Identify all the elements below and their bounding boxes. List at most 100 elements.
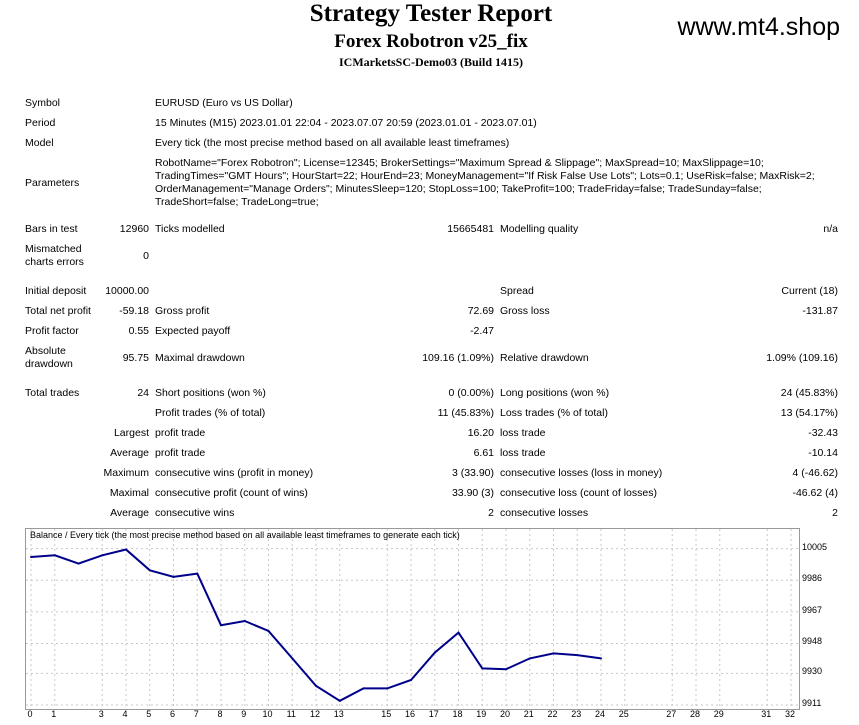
parameters-value: RobotName="Forex Robotron"; License=1234…	[155, 157, 815, 208]
balance-point	[433, 651, 436, 654]
balance-point	[101, 554, 104, 557]
gross-profit-value: 72.69	[467, 305, 494, 317]
average-consecutive-losses-label: consecutive losses	[500, 507, 589, 519]
balance-point	[77, 562, 80, 565]
mismatch-label-2: charts errors	[25, 256, 84, 268]
maximal-consecutive-profit-label: consecutive profit (count of wins)	[155, 487, 308, 499]
quality-label: Modelling quality	[500, 223, 579, 235]
balance-point	[243, 620, 246, 622]
absolute-drawdown-label-2: drawdown	[25, 358, 73, 370]
short-positions-value: 0 (0.00%)	[448, 387, 494, 399]
deposit-value: 10000.00	[105, 285, 149, 297]
average-profit-label: profit trade	[155, 447, 206, 459]
relative-drawdown-label: Relative drawdown	[500, 352, 589, 364]
largest-profit-label: profit trade	[155, 427, 206, 439]
x-tick-label: 15	[381, 709, 392, 719]
gross-profit-label: Gross profit	[155, 305, 210, 317]
balance-point	[196, 572, 199, 575]
x-tick-label: 7	[193, 709, 199, 719]
average-consecutive-wins-label: consecutive wins	[155, 507, 235, 519]
report-subtitle: Forex Robotron v25_fix	[334, 31, 528, 52]
gross-loss-label: Gross loss	[500, 305, 550, 317]
mismatch-label: Mismatched	[25, 243, 82, 255]
symbol-label: Symbol	[25, 97, 61, 109]
spread-value: Current (18)	[781, 285, 838, 297]
deposit-label: Initial deposit	[25, 285, 87, 297]
x-tick-label: 27	[666, 709, 677, 719]
x-tick-label: 18	[452, 709, 463, 719]
x-tick-label: 8	[217, 709, 223, 719]
average-consecutive-losses-value: 2	[832, 507, 838, 519]
x-tick-label: 28	[689, 709, 700, 719]
x-tick-label: 24	[594, 709, 605, 719]
x-tick-label: 4	[122, 709, 128, 719]
x-tick-label: 9	[241, 709, 247, 719]
x-tick-label: 16	[404, 709, 415, 719]
y-tick-label: 9948	[802, 636, 823, 647]
largest-profit-value: 16.20	[467, 427, 494, 439]
balance-point	[172, 575, 175, 578]
average-loss-value: -10.14	[808, 447, 838, 459]
expected-payoff-label: Expected payoff	[155, 325, 231, 337]
balance-point	[267, 629, 270, 632]
x-tick-label: 21	[523, 709, 534, 719]
y-tick-label: 9986	[802, 573, 823, 584]
net-profit-value: -59.18	[119, 305, 149, 317]
balance-point	[338, 699, 341, 702]
largest-label: Largest	[113, 427, 149, 439]
x-tick-label: 25	[618, 709, 629, 719]
total-trades-label: Total trades	[25, 387, 80, 399]
x-tick-label: 1	[51, 709, 57, 719]
balance-point	[362, 687, 365, 690]
maximal-consecutive-profit-value: 33.90 (3)	[451, 487, 494, 499]
x-tick-label: 0	[27, 709, 33, 719]
model-value: Every tick (the most precise method base…	[155, 137, 510, 149]
maximal-consecutive-loss-value: -46.62 (4)	[792, 487, 838, 499]
balance-point	[315, 684, 317, 687]
maximal-label: Maximal	[109, 487, 149, 499]
largest-loss-value: -32.43	[808, 427, 838, 439]
balance-point	[552, 652, 555, 655]
profit-trades-value: 11 (45.83%)	[437, 407, 494, 419]
balance-point	[576, 654, 579, 657]
quality-value: n/a	[823, 223, 838, 235]
balance-point	[528, 657, 531, 660]
balance-chart-plot	[26, 529, 799, 709]
x-tick-label: 11	[286, 709, 296, 719]
x-tick-label: 29	[713, 709, 724, 719]
long-positions-value: 24 (45.83%)	[780, 387, 838, 399]
balance-point	[481, 667, 484, 670]
x-tick-label: 6	[169, 709, 175, 719]
chart-caption: Balance / Every tick (the most precise m…	[30, 530, 460, 540]
period-label: Period	[25, 117, 56, 129]
absolute-drawdown-label: Absolute	[25, 345, 66, 357]
relative-drawdown-value: 1.09% (109.16)	[766, 352, 838, 364]
model-label: Model	[25, 137, 54, 149]
profit-trades-label: Profit trades (% of total)	[155, 407, 266, 419]
max-consecutive-wins-value: 3 (33.90)	[451, 467, 494, 479]
y-tick-label: 9911	[802, 698, 822, 708]
balance-point	[53, 554, 56, 557]
report-title: Strategy Tester Report	[309, 0, 553, 27]
absolute-drawdown-value: 95.75	[122, 352, 149, 364]
balance-point	[410, 679, 412, 682]
average-consecutive-wins-value: 2	[488, 507, 494, 519]
max-consecutive-losses-value: 4 (-46.62)	[792, 467, 838, 479]
spread-label: Spread	[500, 285, 534, 297]
bars-value: 12960	[119, 223, 149, 235]
account-label: ICMarketsSC-Demo03 (Build 1415)	[339, 55, 523, 69]
x-tick-label: 10	[262, 709, 273, 719]
y-tick-label: 9930	[802, 666, 823, 677]
x-tick-label: 20	[499, 709, 510, 719]
maximal-drawdown-label: Maximal drawdown	[155, 352, 245, 364]
x-tick-label: 12	[309, 709, 320, 719]
mismatch-value: 0	[143, 250, 149, 262]
balance-point	[291, 657, 294, 660]
expected-payoff-value: -2.47	[470, 325, 494, 337]
long-positions-label: Long positions (won %)	[500, 387, 610, 399]
balance-point	[600, 657, 602, 660]
average-profit-value: 6.61	[473, 447, 494, 459]
ticks-value: 15665481	[447, 223, 494, 235]
max-consecutive-losses-label: consecutive losses (loss in money)	[500, 467, 663, 479]
x-tick-label: 23	[571, 709, 582, 719]
